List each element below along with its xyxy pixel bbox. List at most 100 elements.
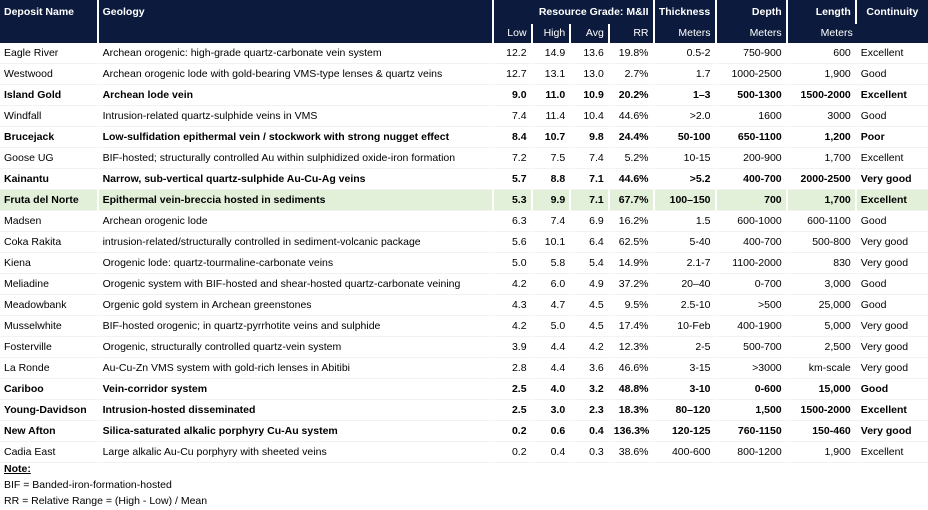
depth-cell: 750-900 [716, 43, 788, 64]
length-cell: 600-1100 [787, 211, 857, 232]
length-cell: 5,000 [787, 316, 857, 337]
thickness-cell: 2-5 [654, 337, 717, 358]
length-cell: 150-460 [787, 421, 857, 442]
continuity-cell: Very good [856, 232, 928, 253]
grade-low-cell: 5.6 [493, 232, 533, 253]
grade-high-cell: 0.4 [532, 442, 572, 463]
table-row: New Afton Silica-saturated alkalic porphy… [0, 421, 928, 442]
relative-range-cell: 9.5% [609, 295, 655, 316]
length-cell: km-scale [787, 358, 857, 379]
relative-range-cell: 136.3% [609, 421, 655, 442]
grade-low-cell: 2.5 [493, 379, 533, 400]
relative-range-cell: 14.9% [609, 253, 655, 274]
grade-low-cell: 3.9 [493, 337, 533, 358]
thickness-cell: 80–120 [654, 400, 717, 421]
relative-range-cell: 5.2% [609, 148, 655, 169]
continuity-cell: Excellent [856, 190, 928, 211]
geology-cell: BIF-hosted orogenic; in quartz-pyrrhotit… [98, 316, 494, 337]
depth-cell: 700 [716, 190, 788, 211]
deposit-resource-table: Deposit Name Geology Resource Grade: M&I… [0, 0, 928, 463]
continuity-cell: Good [856, 64, 928, 85]
deposit-name-cell: Fruta del Norte [0, 190, 99, 211]
geology-cell: Intrusion-related quartz-sulphide veins … [98, 106, 494, 127]
grade-low-cell: 4.2 [493, 316, 533, 337]
grade-avg-cell: 7.4 [571, 148, 610, 169]
geology-cell: Orogenic, structurally controlled quartz… [98, 337, 494, 358]
thickness-cell: 2.1-7 [654, 253, 717, 274]
grade-low-cell: 0.2 [493, 442, 533, 463]
header-geology: Geology [98, 0, 494, 43]
deposit-name-cell: Kainantu [0, 169, 99, 190]
depth-cell: 600-1000 [716, 211, 788, 232]
note-line-rr: RR = Relative Range = (High - Low) / Mea… [4, 495, 208, 507]
continuity-cell: Good [856, 295, 928, 316]
table-row: Westwood Archean orogenic lode with gold-… [0, 64, 928, 85]
depth-cell: 400-1900 [716, 316, 788, 337]
table-row: Island Gold Archean lode vein 9.0 11.0 10.9 2… [0, 85, 928, 106]
grade-high-cell: 10.7 [532, 127, 572, 148]
continuity-cell: Very good [856, 253, 928, 274]
grade-low-cell: 2.5 [493, 400, 533, 421]
header-avg: Avg [571, 24, 610, 43]
grade-high-cell: 3.0 [532, 400, 572, 421]
table-row: Madsen Archean orogenic lode 6.3 7.4 6.9 16.2… [0, 211, 928, 232]
thickness-cell: 50-100 [654, 127, 717, 148]
grade-low-cell: 5.0 [493, 253, 533, 274]
geology-cell: Large alkalic Au-Cu porphyry with sheete… [98, 442, 494, 463]
length-cell: 3000 [787, 106, 857, 127]
grade-avg-cell: 6.9 [571, 211, 610, 232]
depth-cell: 650-1100 [716, 127, 788, 148]
grade-high-cell: 7.5 [532, 148, 572, 169]
grade-avg-cell: 0.3 [571, 442, 610, 463]
grade-low-cell: 12.7 [493, 64, 533, 85]
grade-high-cell: 13.1 [532, 64, 572, 85]
resource-table-container: Deposit Name Geology Resource Grade: M&I… [0, 0, 928, 463]
deposit-name-cell: Brucejack [0, 127, 99, 148]
thickness-cell: 20–40 [654, 274, 717, 295]
grade-high-cell: 8.8 [532, 169, 572, 190]
grade-low-cell: 0.2 [493, 421, 533, 442]
grade-avg-cell: 4.5 [571, 316, 610, 337]
length-cell: 1,900 [787, 64, 857, 85]
thickness-cell: 3-15 [654, 358, 717, 379]
geology-cell: BIF-hosted; structurally controlled Au w… [98, 148, 494, 169]
length-cell: 600 [787, 43, 857, 64]
thickness-cell: 3-10 [654, 379, 717, 400]
geology-cell: Vein-corridor system [98, 379, 494, 400]
footnote: Note: BIF = Banded-iron-formation-hosted… [4, 461, 207, 509]
thickness-cell: 0.5-2 [654, 43, 717, 64]
relative-range-cell: 12.3% [609, 337, 655, 358]
continuity-cell: Good [856, 106, 928, 127]
geology-cell: Narrow, sub-vertical quartz-sulphide Au-… [98, 169, 494, 190]
length-cell: 2000-2500 [787, 169, 857, 190]
relative-range-cell: 17.4% [609, 316, 655, 337]
header-length: Length [787, 0, 857, 24]
table-body: Eagle River Archean orogenic: high-grade … [0, 43, 928, 463]
depth-cell: 800-1200 [716, 442, 788, 463]
grade-high-cell: 11.4 [532, 106, 572, 127]
header-depth-unit: Meters [716, 24, 788, 43]
deposit-name-cell: Meliadine [0, 274, 99, 295]
grade-high-cell: 5.8 [532, 253, 572, 274]
grade-avg-cell: 4.9 [571, 274, 610, 295]
depth-cell: 0-600 [716, 379, 788, 400]
depth-cell: 500-700 [716, 337, 788, 358]
grade-low-cell: 4.3 [493, 295, 533, 316]
grade-avg-cell: 10.4 [571, 106, 610, 127]
note-title: Note: [4, 463, 31, 475]
table-row: Cariboo Vein-corridor system 2.5 4.0 3.2 48.8… [0, 379, 928, 400]
header-low: Low [493, 24, 533, 43]
length-cell: 830 [787, 253, 857, 274]
deposit-name-cell: New Afton [0, 421, 99, 442]
deposit-name-cell: Fosterville [0, 337, 99, 358]
deposit-name-cell: La Ronde [0, 358, 99, 379]
continuity-cell: Very good [856, 337, 928, 358]
table-row: La Ronde Au-Cu-Zn VMS system with gold-ri… [0, 358, 928, 379]
relative-range-cell: 18.3% [609, 400, 655, 421]
deposit-name-cell: Cadia East [0, 442, 99, 463]
continuity-cell: Excellent [856, 442, 928, 463]
table-row: Cadia East Large alkalic Au-Cu porphyry w… [0, 442, 928, 463]
grade-low-cell: 7.2 [493, 148, 533, 169]
deposit-name-cell: Eagle River [0, 43, 99, 64]
continuity-cell: Very good [856, 316, 928, 337]
